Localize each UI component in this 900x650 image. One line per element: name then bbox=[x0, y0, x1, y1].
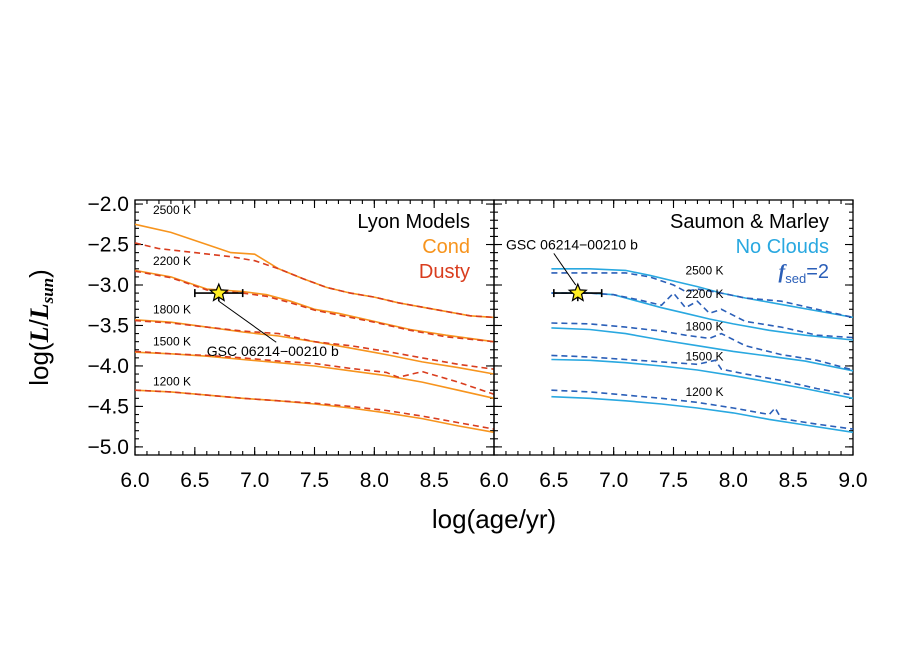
temperature-label: 1800 K bbox=[685, 319, 723, 333]
x-tick-label: 6.0 bbox=[479, 469, 508, 492]
temperature-label: 2500 K bbox=[685, 263, 723, 277]
temperature-label: 1500 K bbox=[153, 335, 191, 349]
series-line-dashed-2200K bbox=[551, 291, 854, 339]
star-icon bbox=[567, 282, 588, 302]
x-tick-label: 8.0 bbox=[360, 469, 389, 492]
series-line-solid-1800K bbox=[551, 327, 854, 372]
series-line-solid-1200K bbox=[134, 389, 495, 434]
series-line-dashed-2200K bbox=[134, 270, 495, 343]
y-axis-title-suffix: ) bbox=[24, 269, 54, 278]
y-axis-title-prefix: log( bbox=[24, 342, 54, 386]
series-line-solid-1500K bbox=[551, 358, 854, 400]
y-tick-label: −2.5 bbox=[88, 234, 129, 257]
y-tick-label: −3.5 bbox=[88, 314, 129, 337]
leader-line bbox=[218, 300, 277, 343]
y-axis-title-l2: L bbox=[25, 303, 54, 320]
legend-entry: Cond bbox=[422, 236, 470, 258]
x-tick-label: 6.5 bbox=[180, 469, 209, 492]
y-axis-title-slash: / bbox=[24, 319, 54, 327]
x-tick-label: 6.0 bbox=[120, 469, 149, 492]
shared-axes: log(age/yr) log(L/Lsun) bbox=[24, 269, 556, 534]
y-tick-label: −5.0 bbox=[88, 436, 129, 459]
temperature-label: 2200 K bbox=[685, 287, 723, 301]
y-tick-label: −4.5 bbox=[88, 395, 129, 418]
object-label: GSC 06214−00210 b bbox=[207, 343, 339, 359]
y-tick-label: −4.0 bbox=[88, 355, 129, 378]
temperature-label: 1200 K bbox=[685, 385, 723, 399]
y-axis-title-l: L bbox=[25, 327, 54, 344]
legend-entry: Dusty bbox=[419, 261, 470, 283]
y-tick-label: −3.0 bbox=[88, 274, 129, 297]
y-tick-label: −2.0 bbox=[88, 193, 129, 216]
temperature-label: 1200 K bbox=[153, 374, 191, 388]
series-line-dashed-1200K bbox=[551, 389, 854, 430]
object-marker bbox=[553, 282, 603, 302]
x-tick-label: 7.5 bbox=[300, 469, 329, 492]
series-line-solid-2200K bbox=[134, 269, 495, 343]
x-tick-label: 8.5 bbox=[420, 469, 449, 492]
series-line-dashed-1500K bbox=[134, 350, 495, 396]
x-tick-label: 8.0 bbox=[719, 469, 748, 492]
series-line-dashed-1500K bbox=[551, 354, 854, 396]
star-icon bbox=[208, 282, 229, 302]
x-axis-title: log(age/yr) bbox=[432, 504, 556, 534]
temperature-label: 2200 K bbox=[153, 254, 191, 268]
panel-title: Saumon & Marley bbox=[670, 211, 829, 233]
x-tick-label: 9.0 bbox=[838, 469, 867, 492]
y-axis-title: log(L/Lsun) bbox=[24, 269, 57, 386]
x-tick-label: 7.5 bbox=[659, 469, 688, 492]
x-tick-label: 7.0 bbox=[240, 469, 269, 492]
panel-title: Lyon Models bbox=[357, 211, 470, 233]
series-line-dashed-1200K bbox=[134, 389, 495, 430]
object-marker bbox=[194, 282, 244, 302]
series-line-dashed-1800K bbox=[551, 322, 854, 371]
legend-entry: No Clouds bbox=[736, 236, 829, 258]
series-line-solid-1200K bbox=[551, 395, 854, 434]
temperature-label: 1800 K bbox=[153, 302, 191, 316]
series-line-solid-1500K bbox=[134, 351, 495, 400]
saumon-marley-panel: 6.0 6.5 7.0 7.5 8.0 8.5 9.0 2500 K 2200 K 1800 K 1… bbox=[479, 199, 868, 492]
y-axis-title-sub: sun bbox=[38, 278, 57, 305]
series-line-dashed-2500K bbox=[551, 272, 854, 319]
series-line-dashed-2500K bbox=[134, 242, 495, 319]
temperature-label: 2500 K bbox=[153, 203, 191, 217]
lyon-panel: 6.0 6.5 7.0 7.5 8.0 8.5 −2.0 −2.5 −3.0 −3.5 −4.0 −4… bbox=[88, 193, 495, 492]
legend-entry: fsed=2 bbox=[779, 261, 829, 286]
object-label: GSC 06214−00210 b bbox=[506, 236, 638, 252]
temperature-label: 1500 K bbox=[685, 349, 723, 363]
series-line-dashed-1800K bbox=[134, 319, 495, 370]
leader-line bbox=[553, 253, 577, 286]
x-tick-label: 6.5 bbox=[539, 469, 568, 492]
x-tick-label: 7.0 bbox=[599, 469, 628, 492]
x-tick-label: 8.5 bbox=[779, 469, 808, 492]
series-line-solid-2500K bbox=[551, 268, 854, 319]
